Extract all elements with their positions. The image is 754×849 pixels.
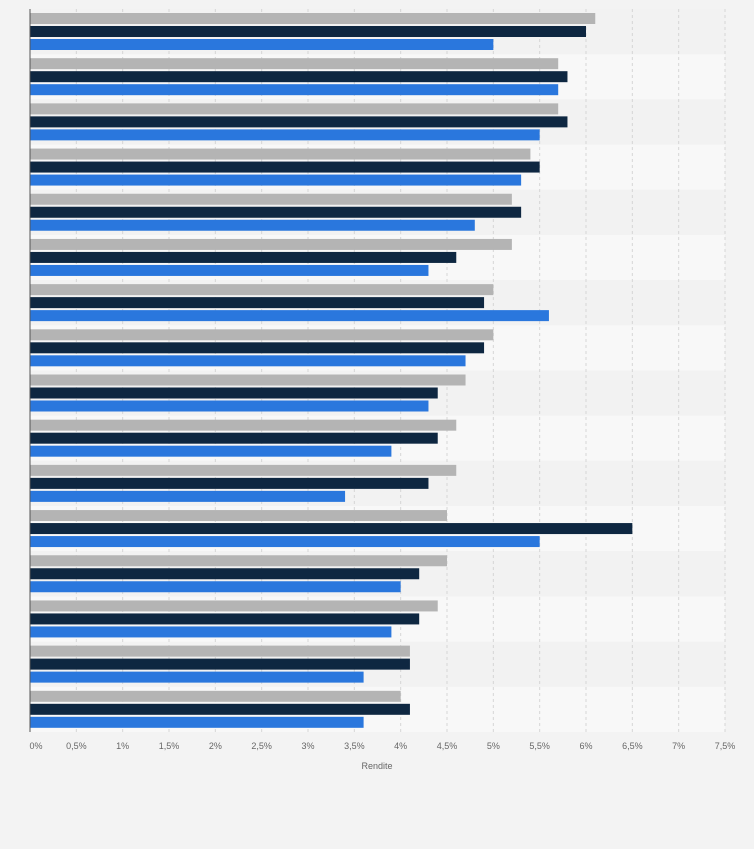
bar xyxy=(30,355,466,367)
bar xyxy=(30,58,559,70)
bar xyxy=(30,432,438,444)
x-axis-title: Rendite xyxy=(361,761,392,771)
bar xyxy=(30,490,346,502)
x-tick-label: 1,5% xyxy=(159,741,180,751)
x-tick-label: 4,5% xyxy=(437,741,458,751)
bar xyxy=(30,103,559,115)
bar xyxy=(30,477,429,489)
x-tick-label: 5,5% xyxy=(529,741,550,751)
bar xyxy=(30,71,568,83)
bar xyxy=(30,219,475,231)
bar xyxy=(30,264,429,276)
bar xyxy=(30,645,410,657)
x-tick-label: 7% xyxy=(672,741,685,751)
bar xyxy=(30,284,494,296)
bar xyxy=(30,148,531,160)
bar xyxy=(30,419,457,431)
bar xyxy=(30,703,410,715)
bar xyxy=(30,671,364,683)
bar xyxy=(30,129,540,141)
x-tick-label: 1% xyxy=(116,741,129,751)
bar xyxy=(30,161,540,173)
bar xyxy=(30,297,485,309)
x-tick-label: 3% xyxy=(301,741,314,751)
bar xyxy=(30,39,494,50)
bar xyxy=(30,310,549,322)
bar xyxy=(30,329,494,341)
bar xyxy=(30,84,559,96)
bar xyxy=(30,658,410,670)
x-tick-label: 0,5% xyxy=(66,741,87,751)
bar xyxy=(30,536,540,548)
bar xyxy=(30,581,401,593)
x-tick-label: 6,5% xyxy=(622,741,643,751)
bar xyxy=(30,193,512,205)
x-tick-label: 4% xyxy=(394,741,407,751)
bar xyxy=(30,251,457,263)
bar xyxy=(30,613,420,625)
bar xyxy=(30,116,568,128)
bars xyxy=(30,13,633,728)
bar xyxy=(30,568,420,580)
bar xyxy=(30,13,596,24)
bar xyxy=(30,387,438,399)
x-tick-label: 6% xyxy=(579,741,592,751)
bar xyxy=(30,374,466,386)
bar xyxy=(30,445,392,457)
bar xyxy=(30,716,364,728)
bar xyxy=(30,342,485,354)
bar xyxy=(30,555,447,567)
bar xyxy=(30,523,633,535)
bar xyxy=(30,174,522,186)
x-tick-label: 5% xyxy=(487,741,500,751)
bar xyxy=(30,206,522,218)
x-tick-label: 2,5% xyxy=(251,741,272,751)
bar xyxy=(30,626,392,638)
bar xyxy=(30,600,438,612)
bar xyxy=(30,510,447,522)
bar xyxy=(30,690,401,702)
x-tick-label: 0% xyxy=(29,741,42,751)
x-tick-label: 3,5% xyxy=(344,741,365,751)
x-axis-ticks: 0% 0,5% 1% 1,5% 2% 2,5% 3% 3,5% 4% 4,5% 5% 5,5% 6% 6,… xyxy=(29,741,735,751)
bar xyxy=(30,400,429,412)
bar xyxy=(30,26,586,37)
x-tick-label: 2% xyxy=(209,741,222,751)
x-tick-label: 7,5% xyxy=(715,741,736,751)
bar xyxy=(30,464,457,476)
bar xyxy=(30,238,512,250)
